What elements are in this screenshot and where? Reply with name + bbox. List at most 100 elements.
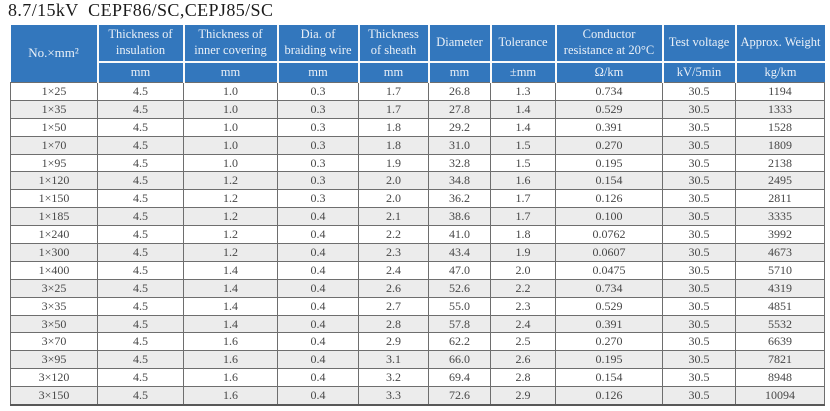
- value-cell: 0.4: [277, 332, 359, 352]
- row-size-cell: 1×400: [10, 260, 98, 280]
- unit-test-voltage: kV/5min: [662, 62, 737, 83]
- spec-table: No.×mm² Thickness of insulation Thicknes…: [10, 25, 825, 407]
- value-cell: 3.1: [358, 350, 429, 370]
- column-header-braiding-wire: Dia. of braiding wire: [277, 25, 360, 63]
- value-cell: 1.3: [490, 82, 556, 101]
- value-cell: 30.5: [662, 386, 736, 407]
- value-cell: 0.4: [277, 296, 359, 316]
- row-size-cell: 3×50: [10, 314, 98, 334]
- value-cell: 2138: [735, 153, 825, 173]
- value-cell: 72.6: [428, 386, 491, 407]
- value-cell: 1.0: [183, 117, 278, 137]
- value-cell: 1.8: [358, 135, 429, 155]
- value-cell: 4.5: [97, 153, 184, 173]
- value-cell: 30.5: [662, 368, 736, 388]
- unit-braiding-wire: mm: [277, 62, 360, 83]
- value-cell: 1.4: [490, 99, 556, 119]
- value-cell: 0.3: [277, 171, 359, 191]
- column-header-size: No.×mm²: [10, 25, 99, 83]
- row-size-cell: 1×25: [10, 82, 98, 101]
- value-cell: 1.2: [183, 189, 278, 209]
- value-cell: 2.6: [358, 278, 429, 298]
- value-cell: 2.4: [358, 260, 429, 280]
- value-cell: 1.0: [183, 153, 278, 173]
- value-cell: 0.100: [555, 207, 663, 227]
- column-header-weight: Approx. Weight: [735, 25, 825, 63]
- value-cell: 1.2: [183, 243, 278, 262]
- value-cell: 4.5: [97, 189, 184, 209]
- value-cell: 8948: [735, 368, 825, 388]
- table-row: 3×25 4.5 1.4 0.4 2.6 52.6 2.2 0.734 30.5 4319: [10, 278, 825, 298]
- value-cell: 2.9: [490, 386, 556, 407]
- header-row: No.×mm² Thickness of insulation Thicknes…: [10, 25, 825, 83]
- value-cell: 0.270: [555, 332, 663, 352]
- value-cell: 1.7: [490, 189, 556, 209]
- table-row: 1×300 4.5 1.2 0.4 2.3 43.4 1.9 0.0607 30.5 4673: [10, 243, 825, 262]
- value-cell: 4.5: [97, 99, 184, 119]
- value-cell: 26.8: [428, 82, 491, 101]
- value-cell: 7821: [735, 350, 825, 370]
- value-cell: 30.5: [662, 350, 736, 370]
- column-header-inner-covering: Thickness of inner covering: [183, 25, 279, 63]
- value-cell: 0.126: [555, 189, 663, 209]
- units-row: mm mm mm mm mm ±mm Ω/km kV/5min kg/km: [11, 62, 825, 83]
- value-cell: 2.2: [490, 278, 556, 298]
- unit-diameter: mm: [428, 62, 492, 83]
- row-size-cell: 1×150: [10, 189, 98, 209]
- value-cell: 2.3: [358, 243, 429, 262]
- value-cell: 2.9: [358, 332, 429, 352]
- value-cell: 62.2: [428, 332, 491, 352]
- column-header-resistance: Conductor resistance at 20°C: [555, 25, 664, 63]
- value-cell: 4.5: [97, 117, 184, 137]
- value-cell: 2.3: [490, 296, 556, 316]
- value-cell: 1809: [735, 135, 825, 155]
- value-cell: 1.6: [183, 368, 278, 388]
- value-cell: 2.4: [490, 314, 556, 334]
- value-cell: 4851: [735, 296, 825, 316]
- value-cell: 1.7: [490, 207, 556, 227]
- row-size-cell: 1×300: [10, 243, 98, 262]
- value-cell: 0.529: [555, 296, 663, 316]
- value-cell: 2.8: [490, 368, 556, 388]
- value-cell: 34.8: [428, 171, 491, 191]
- value-cell: 0.529: [555, 99, 663, 119]
- value-cell: 0.4: [277, 243, 359, 262]
- value-cell: 0.154: [555, 368, 663, 388]
- table-row: 1×240 4.5 1.2 0.4 2.2 41.0 1.8 0.0762 30.5 3992: [10, 225, 825, 245]
- table-row: 1×50 4.5 1.0 0.3 1.8 29.2 1.4 0.391 30.5 1528: [10, 117, 825, 137]
- value-cell: 4.5: [97, 314, 184, 334]
- value-cell: 1.9: [490, 243, 556, 262]
- value-cell: 1.4: [183, 260, 278, 280]
- value-cell: 1.5: [490, 153, 556, 173]
- value-cell: 30.5: [662, 153, 736, 173]
- value-cell: 1.5: [490, 135, 556, 155]
- row-size-cell: 3×70: [10, 332, 98, 352]
- value-cell: 29.2: [428, 117, 491, 137]
- table-row: 1×120 4.5 1.2 0.3 2.0 34.8 1.6 0.154 30.5 2495: [10, 171, 825, 191]
- value-cell: 0.4: [277, 350, 359, 370]
- value-cell: 1.0: [183, 135, 278, 155]
- value-cell: 30.5: [662, 260, 736, 280]
- value-cell: 1194: [735, 82, 825, 101]
- value-cell: 4.5: [97, 171, 184, 191]
- row-size-cell: 3×95: [10, 350, 98, 370]
- value-cell: 30.5: [662, 332, 736, 352]
- row-size-cell: 3×120: [10, 368, 98, 388]
- value-cell: 30.5: [662, 135, 736, 155]
- value-cell: 3335: [735, 207, 825, 227]
- value-cell: 4.5: [97, 260, 184, 280]
- value-cell: 0.734: [555, 82, 663, 101]
- value-cell: 0.195: [555, 350, 663, 370]
- column-header-test-voltage: Test voltage: [662, 25, 737, 63]
- table-row: 1×70 4.5 1.0 0.3 1.8 31.0 1.5 0.270 30.5 1809: [10, 135, 825, 155]
- unit-weight: kg/km: [735, 62, 825, 83]
- value-cell: 4.5: [97, 243, 184, 262]
- value-cell: 0.4: [277, 368, 359, 388]
- value-cell: 0.391: [555, 117, 663, 137]
- value-cell: 36.2: [428, 189, 491, 209]
- value-cell: 1.8: [490, 225, 556, 245]
- table-row: 1×35 4.5 1.0 0.3 1.7 27.8 1.4 0.529 30.5 1333: [10, 99, 825, 119]
- unit-resistance: Ω/km: [555, 62, 664, 83]
- value-cell: 0.3: [277, 189, 359, 209]
- value-cell: 66.0: [428, 350, 491, 370]
